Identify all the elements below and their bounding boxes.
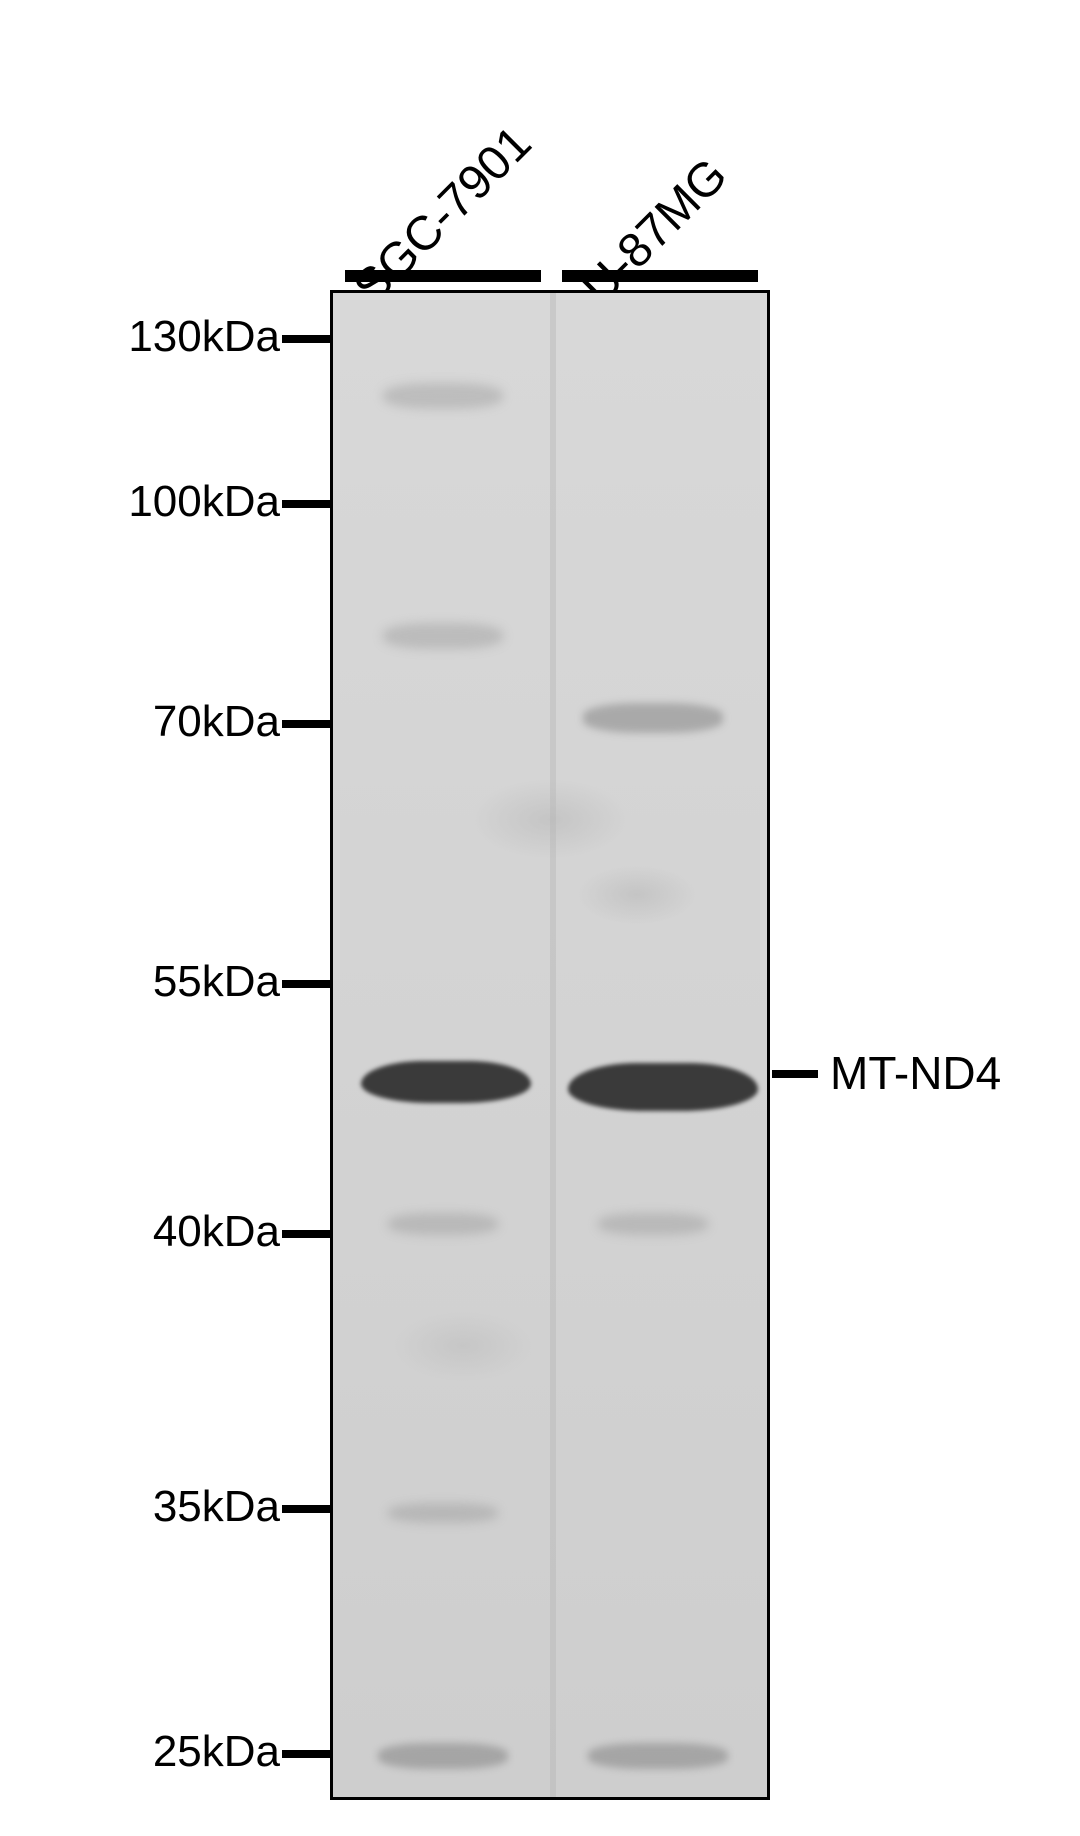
marker-tick (282, 720, 330, 728)
marker-tick (282, 1230, 330, 1238)
marker-35: 35kDa (153, 1482, 280, 1532)
band-faint (388, 1213, 498, 1235)
band-faint (378, 1743, 508, 1769)
target-label: MT-ND4 (830, 1046, 1001, 1100)
band-faint (588, 1743, 728, 1769)
marker-25: 25kDa (153, 1727, 280, 1777)
band-main-lane2 (568, 1063, 758, 1111)
lane-label-1: SGC-7901 (343, 116, 542, 315)
lane-bar-2 (562, 270, 758, 282)
band-faint (598, 1213, 708, 1235)
marker-tick (282, 1505, 330, 1513)
target-tick (772, 1070, 818, 1078)
marker-70: 70kDa (153, 697, 280, 747)
lane-divider (550, 293, 556, 1797)
band-faint (388, 1503, 498, 1523)
marker-tick (282, 1750, 330, 1758)
marker-tick (282, 980, 330, 988)
marker-130: 130kDa (128, 312, 280, 362)
band-faint (383, 623, 503, 649)
marker-100: 100kDa (128, 477, 280, 527)
band-main-lane1 (361, 1061, 531, 1103)
blot-membrane (330, 290, 770, 1800)
marker-55: 55kDa (153, 957, 280, 1007)
lane-bar-1 (345, 270, 541, 282)
marker-tick (282, 500, 330, 508)
band-faint (383, 383, 503, 409)
marker-40: 40kDa (153, 1207, 280, 1257)
band-faint (583, 703, 723, 733)
western-blot-figure: SGC-7901 U-87MG 130kDa 100kDa 70kDa 55kD… (0, 0, 1080, 1836)
marker-tick (282, 335, 330, 343)
